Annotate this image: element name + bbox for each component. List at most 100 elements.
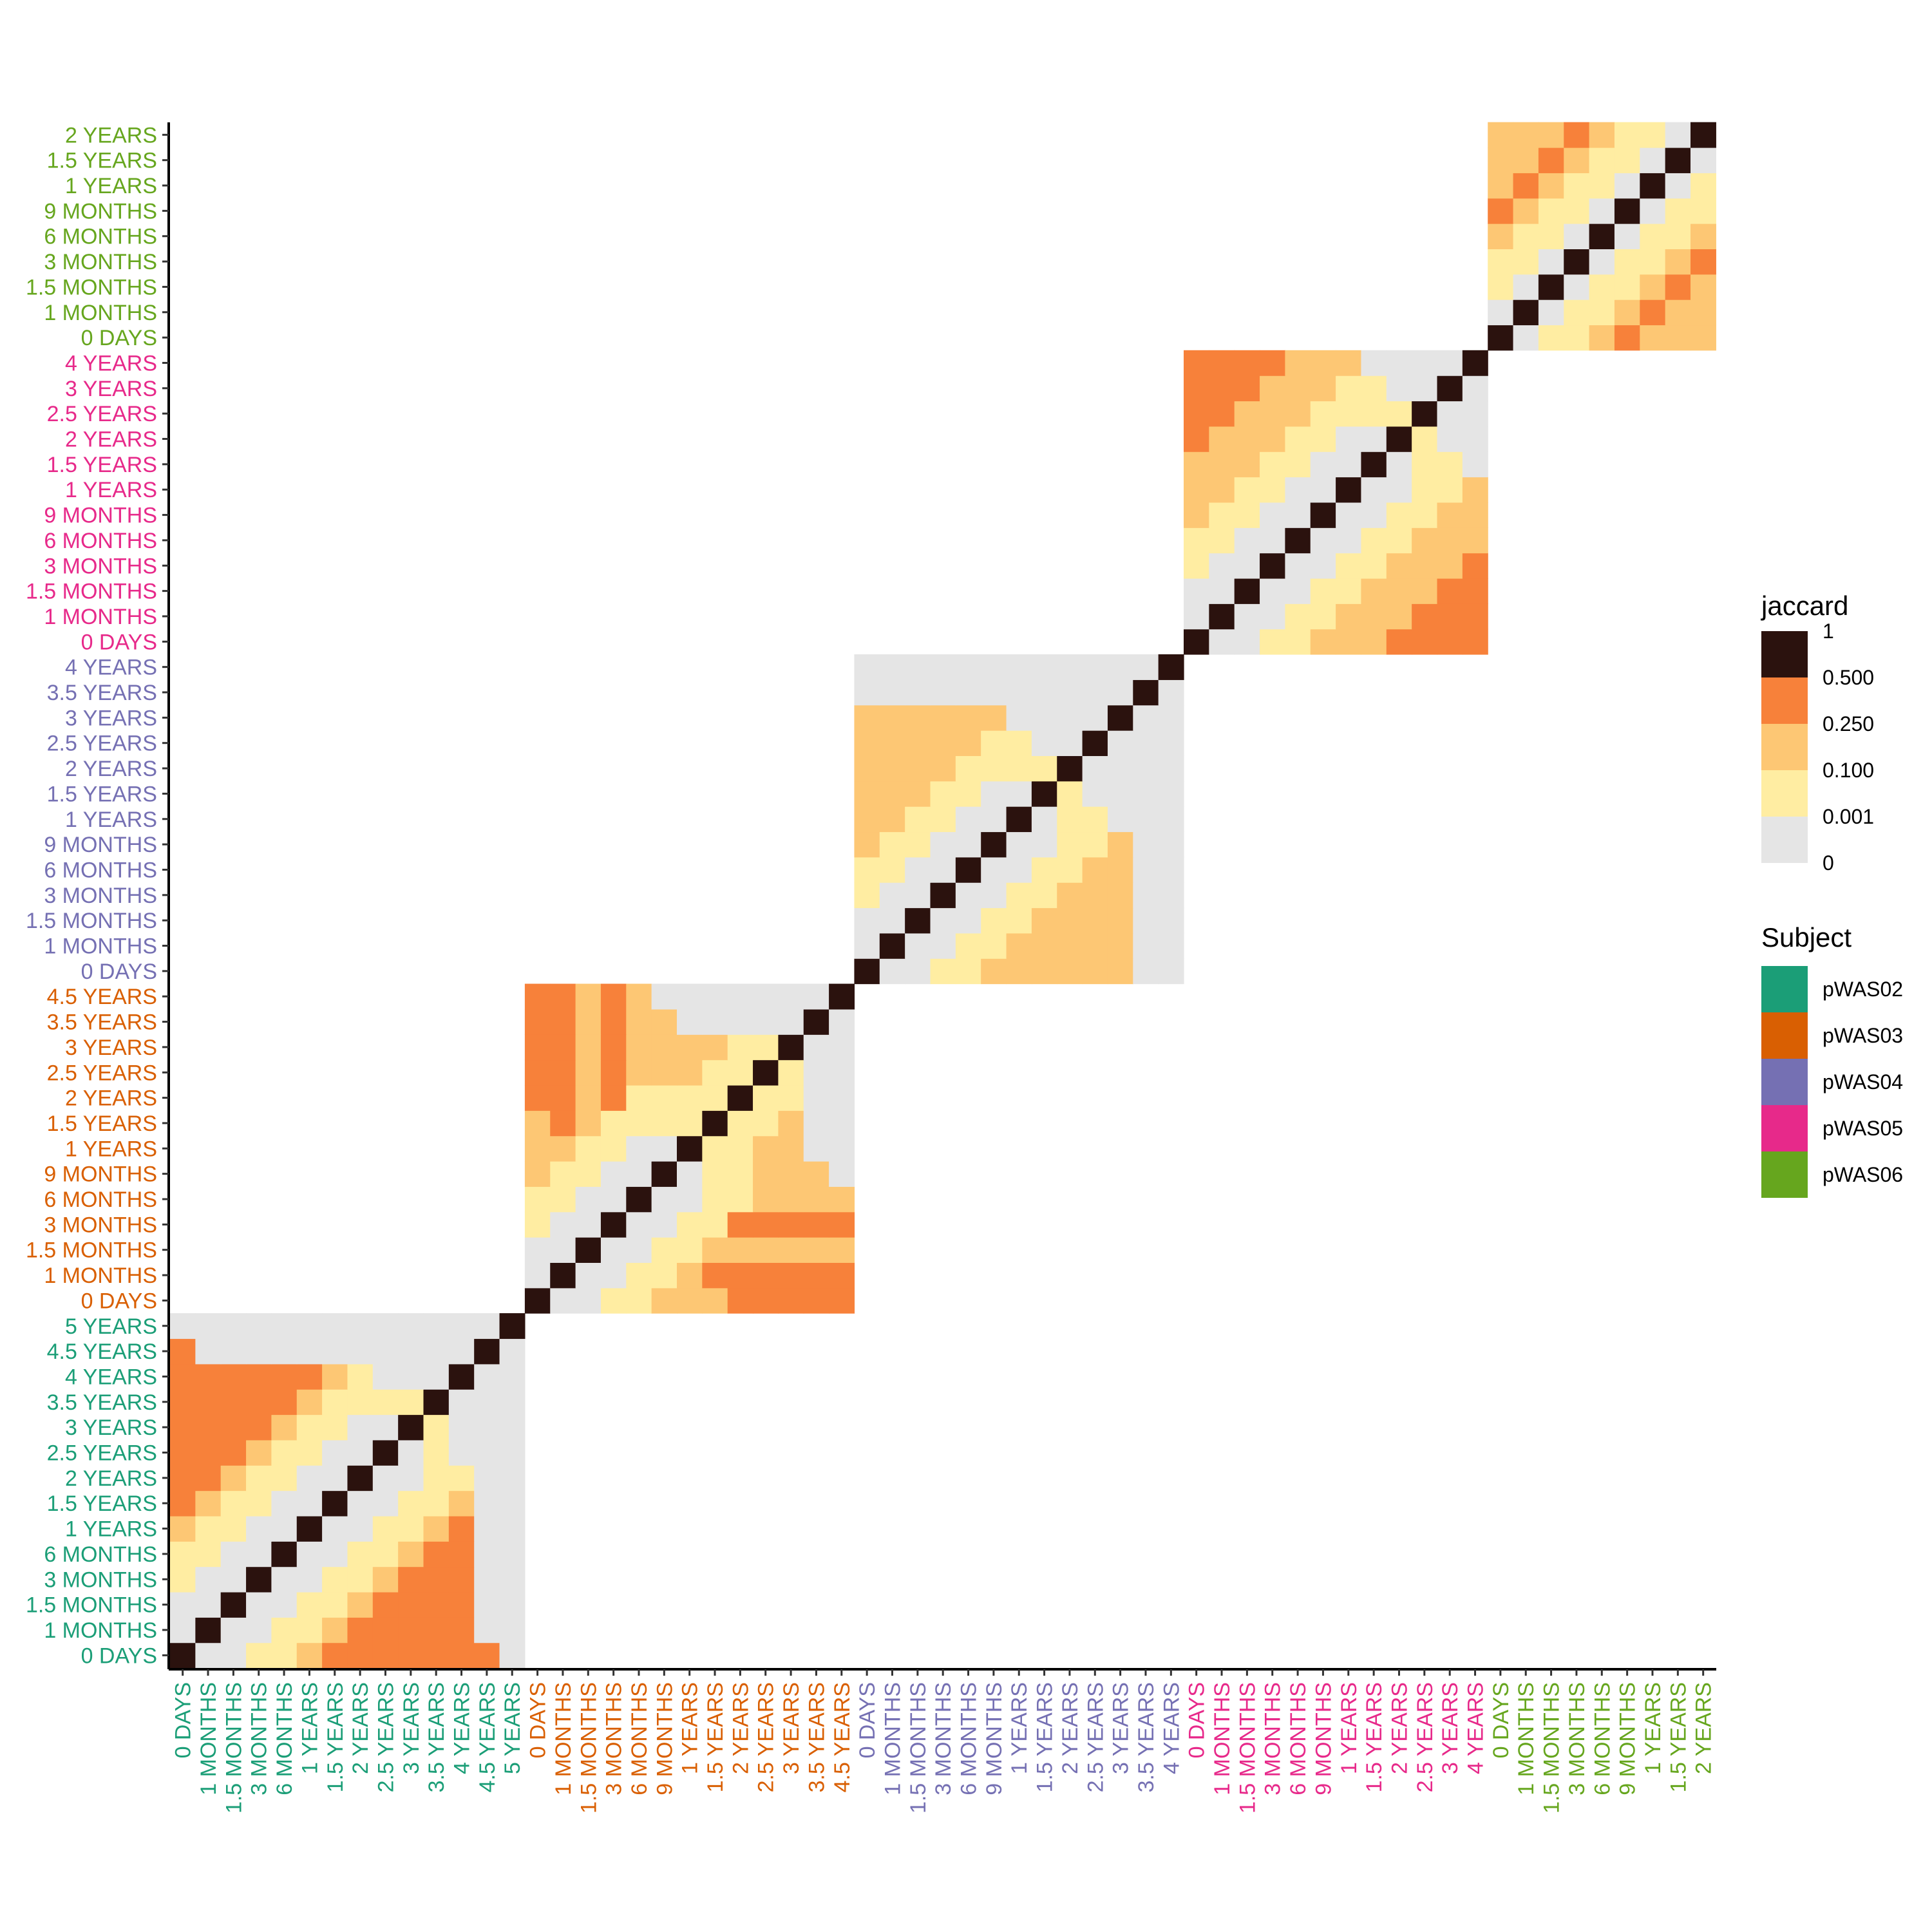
diagonal-cell xyxy=(1310,502,1336,528)
heatmap-cell xyxy=(1665,223,1691,249)
heatmap-cell xyxy=(170,1313,196,1340)
heatmap-cell xyxy=(1057,831,1083,858)
heatmap-cell xyxy=(930,907,956,934)
heatmap-cell xyxy=(220,1465,247,1492)
x-tick-label: 6 MONTHS xyxy=(957,1682,981,1795)
heatmap-cell xyxy=(448,1313,475,1340)
heatmap-cell xyxy=(1386,502,1412,528)
diagonal-cell xyxy=(1640,173,1666,199)
heatmap-cell xyxy=(347,1515,374,1542)
heatmap-cell xyxy=(753,1034,779,1061)
heatmap-cell xyxy=(879,755,905,782)
heatmap-cell xyxy=(296,1617,323,1643)
subject-legend-label: pWAS04 xyxy=(1823,1070,1903,1094)
heatmap-cell xyxy=(981,781,1007,807)
heatmap-cell xyxy=(1462,401,1488,427)
heatmap-cell xyxy=(803,983,829,1010)
heatmap-cell xyxy=(1082,705,1108,731)
heatmap-cell xyxy=(905,933,931,959)
heatmap-cell xyxy=(1082,831,1108,858)
heatmap-cell xyxy=(955,730,981,756)
heatmap-cell xyxy=(1285,451,1311,478)
heatmap-cell xyxy=(1361,477,1387,503)
heatmap-cell xyxy=(372,1591,399,1618)
heatmap-cell xyxy=(1285,578,1311,604)
heatmap-cell xyxy=(753,1135,779,1162)
heatmap-cell xyxy=(727,1287,753,1314)
heatmap-cell xyxy=(271,1465,298,1492)
heatmap-cell xyxy=(727,1059,753,1086)
x-tick-label: 0 DAYS xyxy=(855,1682,880,1758)
heatmap-cell xyxy=(423,1541,450,1567)
diagonal-cell xyxy=(930,882,956,909)
diagonal-cell xyxy=(1589,223,1615,249)
heatmap-cell xyxy=(246,1617,272,1643)
heatmap-cell xyxy=(195,1642,222,1669)
heatmap-cell xyxy=(1285,401,1311,427)
heatmap-cell xyxy=(600,1186,627,1213)
heatmap-cell xyxy=(322,1515,348,1542)
heatmap-cell xyxy=(322,1338,348,1365)
x-tick-label: 2 YEARS xyxy=(1058,1682,1083,1774)
heatmap-cell xyxy=(1336,629,1362,655)
diagonal-cell xyxy=(981,831,1007,858)
y-tick-label: 3.5 YEARS xyxy=(47,1390,157,1415)
heatmap-cell xyxy=(1107,857,1133,883)
heatmap-cell xyxy=(778,1287,804,1314)
heatmap-cell xyxy=(1361,629,1387,655)
heatmap-cell xyxy=(829,1186,855,1213)
heatmap-cell xyxy=(1260,578,1285,604)
heatmap-cell xyxy=(474,1313,500,1340)
y-tick-label: 3 MONTHS xyxy=(44,1213,157,1237)
heatmap-cell xyxy=(195,1541,222,1567)
heatmap-cell xyxy=(550,1161,576,1187)
heatmap-cell xyxy=(803,1110,829,1137)
heatmap-cell xyxy=(1082,781,1108,807)
heatmap-cell xyxy=(1361,375,1387,402)
y-tick-label: 1.5 MONTHS xyxy=(26,909,157,933)
x-tick-label: 2.5 YEARS xyxy=(374,1682,398,1792)
heatmap-cell xyxy=(474,1490,500,1517)
heatmap-cell xyxy=(1336,426,1362,452)
heatmap-cell xyxy=(677,1110,703,1137)
heatmap-cell xyxy=(1336,527,1362,554)
heatmap-cell xyxy=(1057,933,1083,959)
heatmap-cell xyxy=(1184,502,1209,528)
heatmap-cell xyxy=(727,1237,753,1263)
heatmap-cell xyxy=(575,1059,601,1086)
heatmap-cells xyxy=(170,122,1716,1669)
heatmap-cell xyxy=(1310,553,1336,579)
heatmap-cell xyxy=(600,1009,627,1035)
x-tick-label: 9 MONTHS xyxy=(982,1682,1007,1795)
heatmap-cell xyxy=(803,1135,829,1162)
heatmap-cell xyxy=(1564,325,1590,351)
heatmap-cell xyxy=(322,1541,348,1567)
x-tick-label: 2.5 YEARS xyxy=(1413,1682,1437,1792)
heatmap-cell xyxy=(803,1237,829,1263)
heatmap-cell xyxy=(1031,705,1057,731)
heatmap-cell xyxy=(829,1084,855,1111)
y-tick-label: 4 YEARS xyxy=(65,351,157,375)
y-tick-label: 1 MONTHS xyxy=(44,605,157,629)
heatmap-cell xyxy=(854,730,880,756)
heatmap-cell xyxy=(677,1186,703,1213)
heatmap-cell xyxy=(626,1009,652,1035)
heatmap-cell xyxy=(626,1135,652,1162)
heatmap-cell xyxy=(1260,375,1285,402)
heatmap-cell xyxy=(981,907,1007,934)
heatmap-cell xyxy=(1386,553,1412,579)
heatmap-cell xyxy=(499,1465,526,1492)
diagonal-cell xyxy=(1690,122,1716,148)
heatmap-cell xyxy=(854,781,880,807)
heatmap-cell xyxy=(1082,907,1108,934)
heatmap-cell xyxy=(524,983,551,1010)
heatmap-cell xyxy=(600,983,627,1010)
heatmap-cell xyxy=(398,1515,424,1542)
heatmap-cell xyxy=(1158,857,1184,883)
heatmap-cell xyxy=(1285,553,1311,579)
heatmap-cell xyxy=(1209,375,1235,402)
heatmap-cell xyxy=(1133,857,1159,883)
heatmap-cell xyxy=(398,1541,424,1567)
heatmap-cell xyxy=(1513,198,1539,224)
heatmap-cell xyxy=(499,1591,526,1618)
